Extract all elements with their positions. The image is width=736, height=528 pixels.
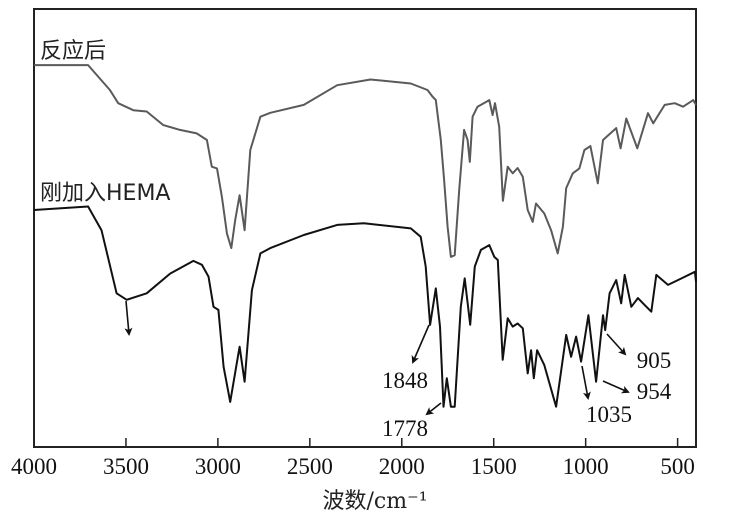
arrow-1035 xyxy=(581,365,591,400)
peak-label-1035: 1035 xyxy=(586,402,632,427)
series-label-hema-added: 刚加入HEMA xyxy=(40,181,170,206)
arrow-905 xyxy=(606,333,627,356)
x-tick-label-3500: 3500 xyxy=(103,454,149,479)
peak-label-905: 905 xyxy=(637,348,672,373)
x-tick-label-1000: 1000 xyxy=(563,454,609,479)
arrow-1778 xyxy=(425,402,442,416)
x-tick-label-2500: 2500 xyxy=(287,454,333,479)
x-tick-label-4000: 4000 xyxy=(11,454,57,479)
x-axis-ticks: 4000 3500 3000 2500 2000 1500 1000 500 xyxy=(11,438,695,479)
x-axis-title: 波数/cm⁻¹ xyxy=(322,489,427,514)
plot-frame xyxy=(33,8,697,448)
arrow-1848 xyxy=(411,324,430,364)
series-label-after-reaction: 反应后 xyxy=(40,39,106,64)
arrow-954 xyxy=(602,380,630,394)
x-tick-label-3000: 3000 xyxy=(195,454,241,479)
x-tick-label-500: 500 xyxy=(660,454,695,479)
x-tick-label-2000: 2000 xyxy=(379,454,425,479)
series-group xyxy=(33,64,697,408)
arrow-3500 xyxy=(124,300,133,336)
series-line-0 xyxy=(34,64,697,258)
peak-label-954: 954 xyxy=(637,379,672,404)
series-line-1 xyxy=(33,205,697,408)
x-tick-label-1500: 1500 xyxy=(471,454,517,479)
peak-label-1778: 1778 xyxy=(382,416,428,441)
peak-label-1848: 1848 xyxy=(382,368,428,393)
